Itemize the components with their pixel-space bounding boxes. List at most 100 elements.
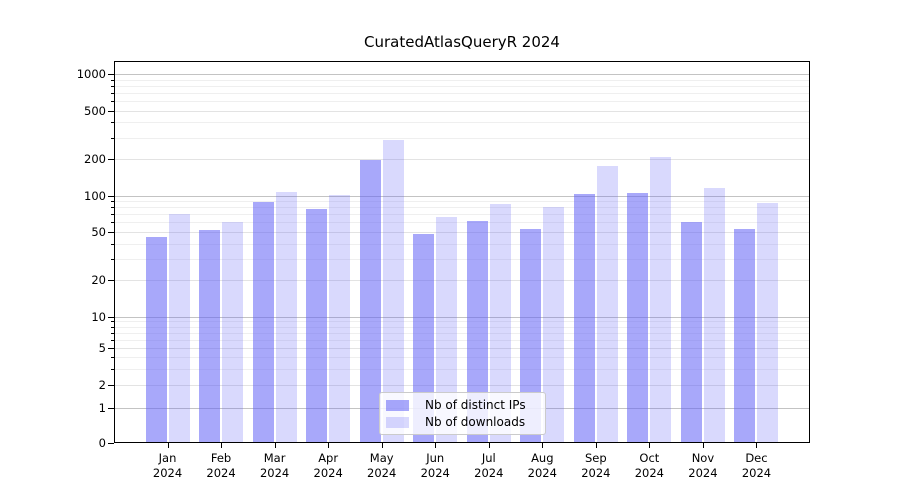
y-minor-tick-700 (111, 92, 114, 94)
x-tick-label-line: 2024 (474, 466, 504, 480)
y-tick-label: 1000 (76, 67, 106, 81)
x-tick-mar (274, 443, 276, 448)
y-tick-label: 10 (91, 309, 106, 324)
y-minor-tick-7 (111, 332, 114, 334)
y-minor-tick-6 (111, 339, 114, 341)
x-tick-label-line: 2024 (741, 466, 772, 480)
bar-distinct-ips-feb (199, 230, 221, 442)
x-tick-label-line: 2024 (581, 466, 611, 480)
x-tick-label: Jan 2024 (136, 451, 200, 481)
y-minor-tick-900 (111, 79, 114, 81)
x-tick-jan (167, 443, 169, 448)
x-tick-label-line: Mar (263, 451, 286, 465)
bar-downloads-sep (596, 166, 618, 442)
y-tick-20 (108, 280, 114, 282)
bar-distinct-ips-oct (627, 193, 649, 442)
y-tick-label: 1 (98, 401, 106, 415)
x-tick-label-line: Nov (691, 451, 715, 465)
y-minor-tick-400 (111, 122, 114, 124)
x-tick-aug (542, 443, 544, 448)
y-tick-10 (108, 316, 114, 318)
bar-downloads-aug (543, 207, 565, 442)
gridline-y-20 (115, 280, 809, 282)
gridline-minor-y-8 (115, 326, 809, 328)
x-tick-label-line: 2024 (313, 466, 343, 480)
x-tick-label: Apr 2024 (296, 451, 360, 481)
x-tick-label-line: Sep (585, 451, 607, 465)
x-tick-label-line: 2024 (688, 466, 718, 480)
y-tick-5 (108, 348, 114, 349)
x-tick-may (381, 443, 383, 448)
x-tick-label: Dec 2024 (724, 451, 788, 481)
x-tick-label-line: Apr (318, 451, 339, 465)
x-tick-jul (488, 443, 490, 448)
y-tick-label: 100 (84, 188, 106, 203)
x-tick-label-line: 2024 (634, 466, 665, 480)
bar-downloads-jun (436, 217, 458, 442)
y-tick-100 (108, 195, 114, 197)
x-tick-label-line: May (369, 451, 394, 465)
gridline-minor-y-70 (115, 214, 809, 216)
y-tick-label: 0 (98, 436, 106, 450)
gridline-minor-y-400 (115, 122, 809, 124)
x-tick-label-line: 2024 (206, 466, 236, 480)
gridline-minor-y-30 (115, 258, 809, 260)
y-minor-tick-3 (111, 368, 114, 370)
bar-downloads-nov (703, 188, 725, 442)
bar-downloads-feb (222, 222, 244, 442)
legend-swatch-distinct-ips (386, 399, 409, 411)
chart-title: CuratedAtlasQueryR 2024 (364, 33, 560, 51)
x-tick-jun (435, 443, 437, 448)
x-tick-label-line: 2024 (259, 466, 290, 480)
gridline-y-10 (115, 316, 809, 318)
y-minor-tick-8 (111, 326, 114, 328)
gridline-minor-y-40 (115, 243, 809, 245)
gridline-y-5 (115, 348, 809, 349)
gridline-y-200 (115, 159, 809, 161)
y-tick-0 (108, 443, 114, 444)
y-tick-label: 200 (84, 152, 106, 167)
x-tick-label-line: Jan (158, 451, 177, 465)
x-tick-label: Aug 2024 (510, 451, 574, 481)
gridline-minor-y-3 (115, 368, 809, 370)
x-tick-label-line: Aug (531, 451, 554, 465)
bar-distinct-ips-jul (466, 221, 488, 442)
y-tick-1000 (108, 74, 114, 75)
gridline-y-50 (115, 231, 809, 233)
x-tick-label-line: Oct (639, 451, 660, 465)
bar-distinct-ips-jun (413, 234, 435, 442)
bar-distinct-ips-aug (520, 229, 542, 442)
x-tick-label-line: 2024 (420, 466, 450, 480)
y-minor-tick-70 (111, 214, 114, 216)
bar-downloads-jan (168, 214, 190, 442)
x-tick-label-line: Jul (481, 451, 496, 465)
x-tick-label-line: 2024 (367, 466, 397, 480)
gridline-minor-y-800 (115, 85, 809, 87)
x-tick-label-line: 2024 (152, 466, 183, 480)
bar-distinct-ips-sep (573, 194, 595, 442)
gridline-y-1000 (115, 74, 809, 75)
gridline-y-100 (115, 195, 809, 197)
x-tick-label-line: Feb (210, 451, 232, 465)
y-tick-label: 50 (91, 224, 106, 239)
legend-swatch-downloads (386, 416, 409, 428)
y-minor-tick-90 (111, 201, 114, 203)
y-tick-50 (108, 231, 114, 233)
gridline-y-500 (115, 110, 809, 112)
y-minor-tick-40 (111, 243, 114, 245)
x-tick-label: Mar 2024 (243, 451, 307, 481)
legend: Nb of distinct IPs Nb of downloads (379, 392, 546, 435)
gridline-minor-y-6 (115, 339, 809, 341)
x-tick-nov (702, 443, 704, 448)
gridline-minor-y-4 (115, 357, 809, 358)
x-tick-feb (221, 443, 223, 448)
x-tick-apr (328, 443, 330, 448)
x-tick-label: Oct 2024 (617, 451, 681, 481)
bar-downloads-jul (489, 204, 511, 442)
x-tick-label: Feb 2024 (189, 451, 253, 481)
gridline-minor-y-7 (115, 332, 809, 334)
y-minor-tick-4 (111, 357, 114, 358)
bar-distinct-ips-apr (306, 209, 328, 442)
legend-item-downloads: Nb of downloads (386, 415, 537, 429)
x-tick-dec (756, 443, 758, 448)
